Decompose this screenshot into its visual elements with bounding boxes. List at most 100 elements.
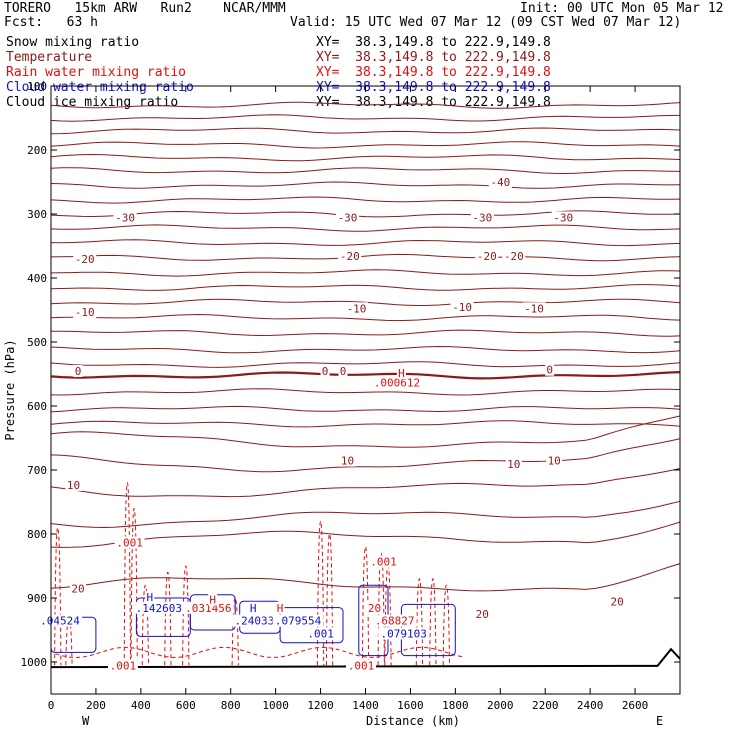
isotherm — [51, 329, 681, 337]
isotherm — [50, 210, 681, 218]
temperature-label-bg — [522, 302, 546, 315]
rain-label: H — [277, 602, 284, 615]
temperature-label: -10 — [347, 302, 367, 315]
temperature-label-bg — [336, 211, 359, 224]
rain-label-bg — [372, 614, 417, 627]
temperature-label: 0 — [546, 364, 553, 377]
x-tick-label: 2600 — [622, 699, 649, 712]
field-xy-cloud-water: XY= 38.3,149.8 to 222.9,149.8 — [316, 80, 551, 95]
west-label: W — [82, 714, 90, 728]
rain-contour — [182, 565, 190, 666]
temperature-label-bg — [345, 302, 368, 315]
temperature-label-bg — [338, 365, 348, 377]
temperature-label-bg — [113, 211, 137, 224]
isotherm — [50, 196, 681, 204]
isotherm — [50, 224, 681, 232]
rain-contour — [130, 507, 138, 666]
temperature-label: -10 — [524, 302, 544, 315]
temperature-label: -10 — [452, 301, 472, 314]
x-tick-label: 800 — [221, 699, 241, 712]
isotherm — [50, 127, 681, 135]
rain-contour — [415, 578, 424, 666]
cloud-label: H — [250, 602, 257, 615]
forecast-hour: Fcst: 63 h — [4, 15, 98, 30]
temperature-label-bg — [505, 457, 522, 470]
east-label: E — [656, 714, 663, 728]
rain-label-bg — [114, 536, 145, 549]
temperature-contours — [50, 101, 681, 592]
rain-label-bg — [208, 593, 218, 606]
temperature-label-bg — [73, 253, 97, 265]
rain-label-bg — [396, 366, 406, 379]
y-tick-label: 600 — [27, 400, 47, 413]
temperature-label: -20 — [504, 250, 524, 263]
temperature-label: -30 — [338, 211, 358, 224]
isotherm — [50, 500, 681, 529]
rain-label-bg — [107, 659, 138, 672]
temperature-label: -30 — [115, 211, 135, 224]
x-tick-label: 2000 — [487, 699, 514, 712]
temperature-label-bg — [73, 365, 83, 377]
isotherm — [50, 438, 681, 473]
isotherm — [50, 253, 681, 262]
field-name-snow: Snow mixing ratio — [6, 35, 140, 50]
temperature-label: 0 — [322, 365, 329, 378]
cloud-label: .240338 — [235, 615, 281, 628]
rain-label: .001 — [348, 659, 375, 672]
x-tick-label: 1000 — [262, 699, 289, 712]
cloud-label-bg — [248, 601, 258, 614]
field-name-rain: Rain water mixing ratio — [6, 65, 187, 80]
temperature-label: -30 — [553, 211, 573, 224]
x-tick-label: 600 — [176, 699, 196, 712]
temperature-label-bg — [474, 608, 491, 621]
cloud-label-bg — [272, 614, 324, 627]
x-tick-label: 1400 — [352, 699, 379, 712]
cloud-label: .079103 — [381, 627, 427, 640]
cloud-label-bg — [305, 627, 336, 640]
isotherm — [50, 284, 681, 291]
rain-contour-base — [55, 646, 465, 659]
x-tick-label: 0 — [48, 699, 55, 712]
rain-label: .001 — [370, 556, 397, 569]
rain-label: 20 — [368, 602, 381, 615]
temperature-label: 10 — [67, 479, 80, 492]
cloud-label-bg — [232, 614, 284, 627]
field-xy-cloud-ice: XY= 38.3,149.8 to 222.9,149.8 — [316, 95, 551, 110]
temperature-label-bg — [609, 595, 626, 608]
x-tick-label: 400 — [131, 699, 151, 712]
x-tick-label: 1800 — [442, 699, 469, 712]
y-tick-label: 700 — [27, 464, 47, 477]
temperature-label: 0 — [75, 365, 82, 378]
rain-contour — [442, 584, 450, 666]
isotherm — [50, 153, 681, 162]
temperature-label-bg — [470, 211, 494, 224]
temperature-label-bg — [320, 365, 330, 377]
rain-contour — [231, 597, 239, 666]
rain-label: H — [209, 594, 216, 607]
y-tick-label: 800 — [27, 528, 47, 541]
rain-contour — [141, 584, 149, 666]
y-tick-label: 500 — [27, 336, 47, 349]
isotherm — [50, 313, 681, 322]
y-tick-label: 1000 — [21, 656, 48, 669]
temperature-label: -30 — [472, 211, 492, 224]
temperature-label: 20 — [476, 608, 489, 621]
isotherm — [50, 563, 681, 592]
isotherm — [50, 388, 681, 396]
temperature-label-bg — [73, 306, 97, 319]
axes: 0 200 400 600 800 1000 1200 1400 1600 1800 2000 220… — [21, 80, 680, 712]
temperature-label: -20 — [75, 253, 95, 266]
rain-label: .000612 — [374, 377, 420, 390]
temperature-label: 20 — [610, 595, 623, 608]
rain-label-bg — [275, 601, 285, 614]
rain-label: .001 — [110, 659, 137, 672]
temperature-label: -20 — [340, 250, 360, 263]
rain-contour — [316, 520, 325, 666]
isotherm — [50, 371, 681, 380]
cloud-label: .142603 — [136, 602, 182, 615]
isotherm — [50, 114, 681, 122]
temperature-label-bg — [65, 478, 82, 491]
temperature-label-bg — [502, 249, 526, 262]
isotherm — [50, 101, 681, 109]
temperature-label-bg — [545, 363, 555, 376]
